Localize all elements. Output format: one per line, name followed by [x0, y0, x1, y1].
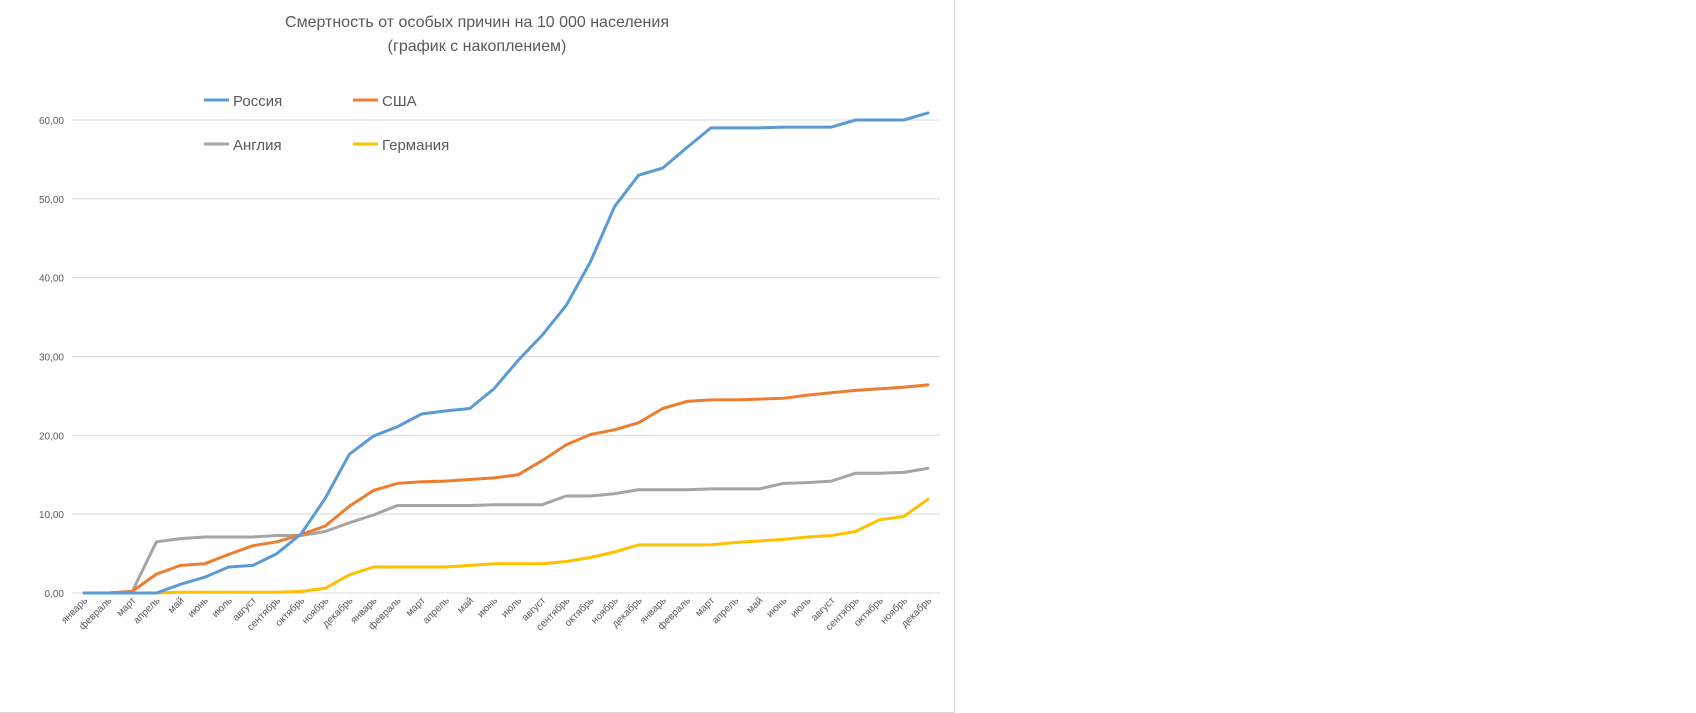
- x-tick-label: июнь: [186, 595, 211, 620]
- y-tick-label: 20,00: [39, 431, 64, 442]
- y-tick-label: 40,00: [39, 274, 64, 285]
- y-tick-label: 50,00: [39, 195, 64, 206]
- series-line-2: [82, 383, 930, 595]
- chart-frame: Смертность от особых причин на 10 000 на…: [0, 0, 955, 713]
- chart-title-line1: Смертность от особых причин на 10 000 на…: [285, 14, 669, 31]
- chart-title-line2: (график с накоплением): [388, 38, 567, 55]
- chart-svg: Смертность от особых причин на 10 000 на…: [39, 14, 940, 634]
- legend-label: Англия: [233, 137, 282, 154]
- y-tick-label: 10,00: [39, 510, 64, 521]
- legend: Россия США Англия Германия: [204, 93, 449, 154]
- y-tick-label: 30,00: [39, 353, 64, 364]
- legend-label: США: [382, 93, 417, 110]
- legend-label: Германия: [382, 137, 449, 154]
- series-line-1: [82, 111, 930, 595]
- y-tick-label: 0,00: [45, 589, 65, 600]
- x-tick-label: июнь: [765, 595, 790, 620]
- series-line-4: [82, 497, 930, 595]
- grid-layer: [72, 119, 940, 594]
- x-tick-label: май: [745, 595, 766, 616]
- x-tick-label: июнь: [475, 595, 500, 620]
- series-layer: [82, 111, 930, 595]
- legend-label: Россия: [233, 93, 282, 110]
- x-tick-label: апрель: [132, 595, 163, 626]
- series-line-3: [82, 466, 930, 595]
- x-tick-label: апрель: [710, 595, 741, 626]
- x-tick-label: май: [166, 595, 187, 616]
- y-tick-label: 60,00: [39, 116, 64, 127]
- x-tick-label: май: [455, 595, 476, 616]
- y-axis-ticks: 0,00 10,00 20,00 30,00 40,00 50,00 60,00: [39, 116, 64, 600]
- x-tick-label: апрель: [421, 595, 452, 626]
